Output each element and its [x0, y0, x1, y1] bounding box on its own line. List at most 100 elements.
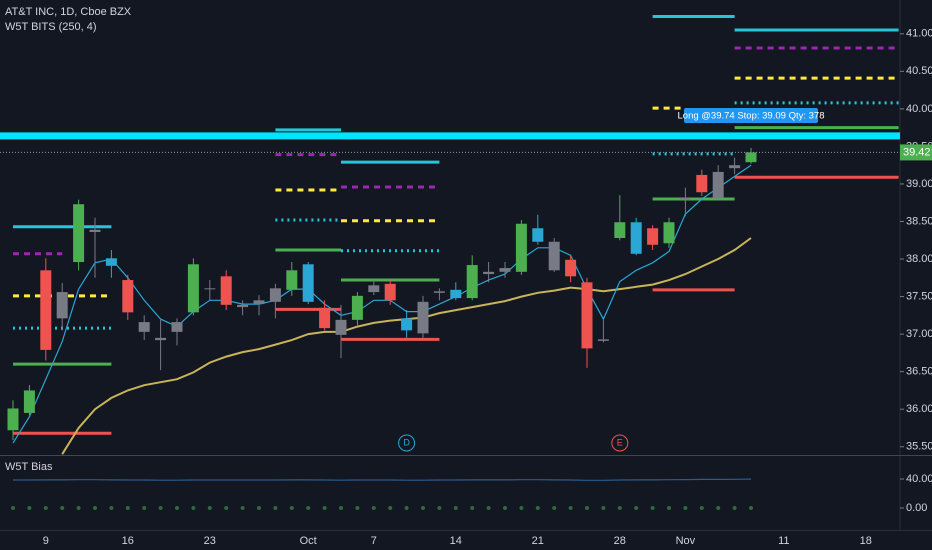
bias-dot — [716, 506, 721, 511]
x-tick-label: 23 — [204, 535, 216, 547]
bias-dot — [93, 506, 97, 511]
bias-dot — [355, 506, 360, 511]
bias-dot — [404, 506, 409, 511]
candle-body — [220, 276, 232, 305]
candle-body — [89, 229, 101, 233]
x-tick-label: 18 — [860, 535, 872, 547]
bias-dot — [289, 506, 294, 511]
order-label: Long @39.74 Stop: 39.09 Qty: 378 — [678, 111, 825, 122]
candle-body — [319, 307, 331, 329]
bias-dot — [306, 506, 311, 511]
indicator-label: W5T BITS (250, 4) — [5, 21, 97, 33]
candle-body — [548, 241, 560, 271]
bias-dot — [585, 506, 589, 511]
candle-body — [368, 285, 380, 293]
bias-dot — [273, 506, 278, 511]
x-tick-label: 7 — [371, 535, 377, 547]
candle-body — [532, 228, 544, 242]
y-tick-label: 38.00 — [906, 253, 932, 265]
bias-dot — [732, 506, 737, 511]
candle-body — [417, 301, 429, 334]
candle-body — [122, 280, 134, 313]
x-tick-label: 9 — [43, 535, 49, 547]
bias-dot — [388, 506, 393, 511]
bias-dot — [60, 506, 65, 511]
candle-body — [237, 304, 249, 308]
candle-body — [581, 282, 593, 349]
bias-dot — [453, 506, 458, 511]
bias-dot — [421, 506, 425, 511]
moving-average — [12, 164, 752, 444]
x-tick-label: 28 — [614, 535, 626, 547]
candle-body — [56, 292, 68, 319]
candle-body — [105, 258, 117, 266]
bias-dot — [486, 506, 491, 511]
x-tick-label: 11 — [778, 535, 789, 547]
y-tick-label: 41.00 — [906, 28, 932, 40]
candle-body — [204, 288, 216, 290]
last-price-label: 39.42 — [903, 146, 931, 158]
bias-dot — [158, 506, 163, 511]
order-label-box — [684, 108, 818, 123]
bias-dot — [240, 506, 245, 511]
candle-body — [138, 322, 150, 332]
candle-body — [565, 259, 577, 277]
candle-body — [679, 198, 691, 200]
bias-dot — [175, 506, 179, 511]
x-tick-label: 16 — [122, 535, 134, 547]
candle-body — [696, 174, 708, 193]
bias-dot — [535, 506, 540, 511]
bias-dot — [125, 506, 130, 511]
candle-body — [483, 271, 495, 275]
bias-dot — [322, 506, 327, 511]
bias-dot — [109, 506, 114, 511]
x-tick-label: 14 — [450, 535, 462, 547]
bias-dot — [683, 506, 688, 511]
bias-dot — [27, 506, 32, 511]
candle-body — [23, 390, 35, 413]
bias-dot — [667, 506, 671, 511]
y-tick-label: 36.00 — [906, 403, 932, 415]
y-tick-label: 40.00 — [906, 103, 932, 115]
bias-line — [13, 478, 752, 481]
candle-body — [187, 264, 199, 313]
candle-body — [614, 222, 626, 239]
y-tick-label: 36.50 — [906, 366, 932, 378]
candle-body — [745, 152, 757, 163]
bias-dot — [601, 506, 606, 511]
y-tick-label: 39.00 — [906, 178, 932, 190]
bias-dot — [552, 506, 557, 511]
candle-body — [729, 165, 741, 169]
chart-title: AT&T INC, 1D, Cboe BZX — [5, 6, 132, 18]
bias-dot — [617, 506, 622, 511]
bias-dot — [207, 506, 212, 511]
bias-dot — [749, 506, 753, 511]
event-label: E — [617, 437, 623, 447]
bias-y-tick-label: 0.00 — [906, 502, 927, 514]
candle-body — [515, 223, 527, 272]
candle-body — [171, 322, 183, 332]
candle-body — [450, 289, 462, 299]
bias-dot — [519, 506, 524, 511]
candle-body — [433, 291, 445, 293]
candle-body — [155, 337, 167, 341]
candle-body — [630, 222, 642, 254]
candle-body — [647, 228, 659, 245]
bias-dot — [257, 506, 261, 511]
candle-body — [712, 171, 724, 199]
candle-body — [384, 283, 396, 301]
bias-dot — [470, 506, 475, 511]
bias-dot — [371, 506, 376, 511]
bias-dot — [339, 506, 343, 511]
candle-body — [466, 265, 478, 299]
bias-dot — [634, 506, 639, 511]
event-label: D — [403, 437, 410, 447]
bias-dot — [43, 506, 48, 511]
support-band — [0, 132, 900, 140]
event-marker — [611, 434, 629, 452]
candle-body — [335, 319, 347, 335]
candle-body — [73, 204, 85, 263]
bias-dot — [11, 506, 15, 511]
candle-body — [269, 288, 281, 302]
